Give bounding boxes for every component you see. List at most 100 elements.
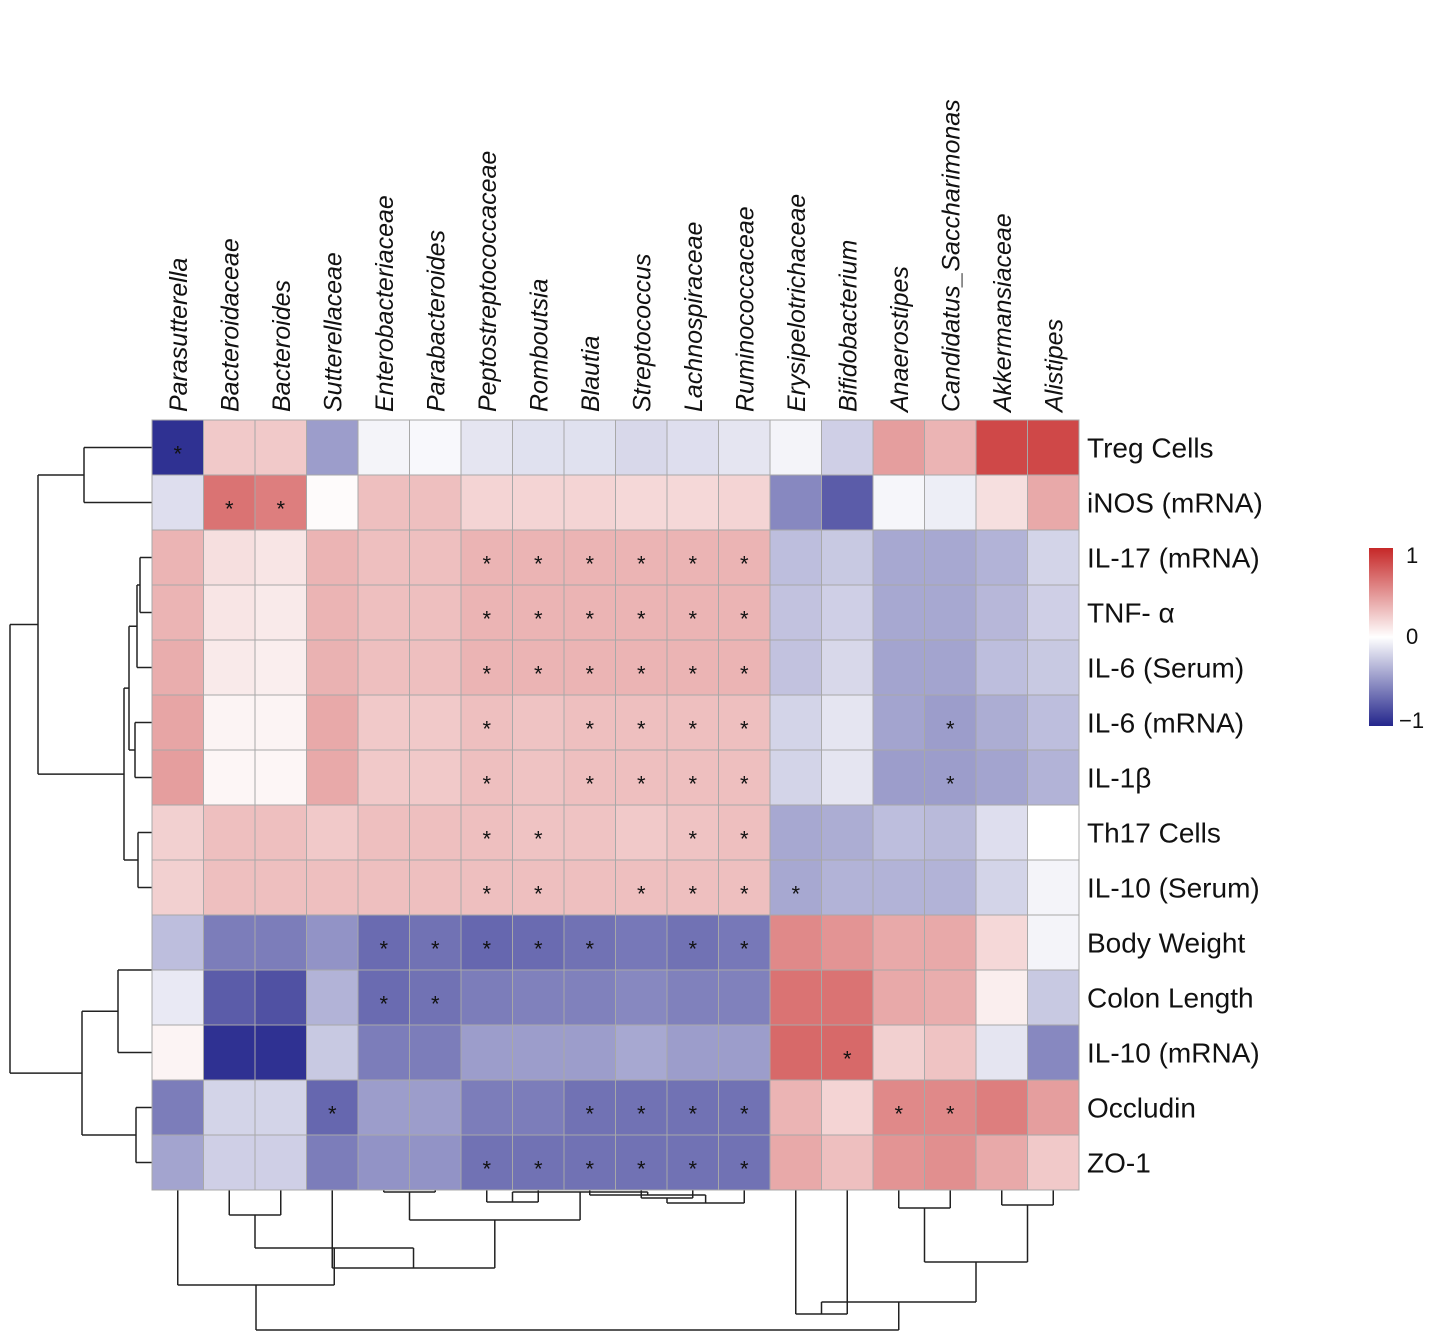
heatmap-cell xyxy=(1027,1134,1080,1191)
heatmap-cell xyxy=(769,694,822,751)
heatmap-cell xyxy=(821,474,874,531)
significance-marker: * xyxy=(946,1102,955,1127)
column-label: Lachnospiraceae xyxy=(680,222,708,412)
heatmap-cell xyxy=(254,749,307,806)
heatmap-cell xyxy=(306,804,359,861)
heatmap-cell xyxy=(924,969,977,1026)
significance-marker: * xyxy=(585,662,594,687)
column-label: Bifidobacterium xyxy=(834,240,862,412)
column-label: Alistipes xyxy=(1040,319,1068,414)
heatmap-cell xyxy=(151,969,204,1026)
heatmap-cell xyxy=(357,1134,410,1191)
row-label: Body Weight xyxy=(1087,928,1245,959)
significance-marker: * xyxy=(379,992,388,1017)
legend-tick-max: 1 xyxy=(1406,543,1418,568)
heatmap-cell xyxy=(666,474,719,531)
significance-marker: * xyxy=(740,552,749,577)
heatmap-cell xyxy=(563,639,616,696)
heatmap-cell xyxy=(769,474,822,531)
heatmap-cell xyxy=(769,419,822,476)
heatmap-cell xyxy=(872,914,925,971)
heatmap-cell xyxy=(512,969,565,1026)
heatmap-cell xyxy=(924,749,977,806)
heatmap-cell xyxy=(666,859,719,916)
heatmap-cell xyxy=(924,584,977,641)
significance-marker: * xyxy=(431,992,440,1017)
row-label: ZO-1 xyxy=(1087,1148,1151,1179)
heatmap-cell xyxy=(975,694,1028,751)
heatmap-cell xyxy=(821,529,874,586)
heatmap-cell xyxy=(924,804,977,861)
column-label: Peptostreptococcaceae xyxy=(474,151,502,412)
heatmap-cell xyxy=(460,914,513,971)
significance-marker: * xyxy=(482,827,491,852)
heatmap-cell xyxy=(769,529,822,586)
row-label: IL-1β xyxy=(1087,763,1151,794)
significance-marker: * xyxy=(637,662,646,687)
heatmap-cell xyxy=(872,1024,925,1081)
significance-marker: * xyxy=(431,937,440,962)
heatmap-cell xyxy=(615,859,668,916)
significance-marker: * xyxy=(482,717,491,742)
row-label: Treg Cells xyxy=(1087,433,1214,464)
heatmap-cell xyxy=(460,694,513,751)
column-label: Candidatus_Saccharimonas xyxy=(937,99,965,412)
heatmap-cell xyxy=(718,914,771,971)
heatmap-cell xyxy=(512,859,565,916)
row-label: IL-6 (mRNA) xyxy=(1087,708,1244,739)
column-label: Romboutsia xyxy=(525,279,553,412)
heatmap-cell xyxy=(821,694,874,751)
significance-marker: * xyxy=(276,497,285,522)
heatmap-cell xyxy=(821,584,874,641)
column-label: Parasutterella xyxy=(165,258,193,412)
heatmap-cell xyxy=(254,529,307,586)
significance-marker: * xyxy=(688,882,697,907)
heatmap-cell xyxy=(151,1024,204,1081)
significance-marker: * xyxy=(585,937,594,962)
heatmap-cell xyxy=(460,1079,513,1136)
significance-marker: * xyxy=(740,662,749,687)
heatmap-cell xyxy=(615,419,668,476)
heatmap-cell xyxy=(666,914,719,971)
heatmap-cell xyxy=(615,914,668,971)
heatmap-cell xyxy=(512,1079,565,1136)
heatmap-cell xyxy=(563,474,616,531)
heatmap-cell xyxy=(254,804,307,861)
column-label: Erysipelotrichaceae xyxy=(783,194,811,412)
significance-marker: * xyxy=(482,772,491,797)
heatmap-cell xyxy=(151,474,204,531)
row-label: IL-17 (mRNA) xyxy=(1087,543,1260,574)
heatmap-cell xyxy=(151,914,204,971)
row-label: TNF- α xyxy=(1087,598,1175,629)
significance-marker: * xyxy=(585,772,594,797)
heatmap-cell xyxy=(151,639,204,696)
row-label: IL-10 (mRNA) xyxy=(1087,1038,1260,1069)
heatmap-cell xyxy=(975,1134,1028,1191)
heatmap-cell xyxy=(512,694,565,751)
heatmap-cell xyxy=(872,694,925,751)
heatmap-cell xyxy=(821,1134,874,1191)
heatmap-cell xyxy=(563,969,616,1026)
heatmap-cell xyxy=(769,749,822,806)
heatmap-cell xyxy=(563,419,616,476)
significance-marker: * xyxy=(482,662,491,687)
heatmap-cell xyxy=(666,419,719,476)
significance-marker: * xyxy=(637,1102,646,1127)
significance-marker: * xyxy=(894,1102,903,1127)
row-labels: Treg Cells iNOS (mRNA) IL-17 (mRNA) TNF- α I… xyxy=(1087,433,1263,1179)
heatmap-cell xyxy=(872,584,925,641)
significance-marker: * xyxy=(740,937,749,962)
heatmap-cell xyxy=(460,474,513,531)
heatmap-cell xyxy=(975,804,1028,861)
heatmap-cell xyxy=(306,419,359,476)
heatmap-cell xyxy=(872,474,925,531)
significance-marker: * xyxy=(482,552,491,577)
heatmap-cell xyxy=(563,1079,616,1136)
heatmap-cell xyxy=(924,1024,977,1081)
heatmap-cell xyxy=(975,474,1028,531)
heatmap-cell xyxy=(872,1079,925,1136)
heatmap-cell xyxy=(872,639,925,696)
heatmap-cell xyxy=(821,749,874,806)
heatmap-cell xyxy=(512,914,565,971)
